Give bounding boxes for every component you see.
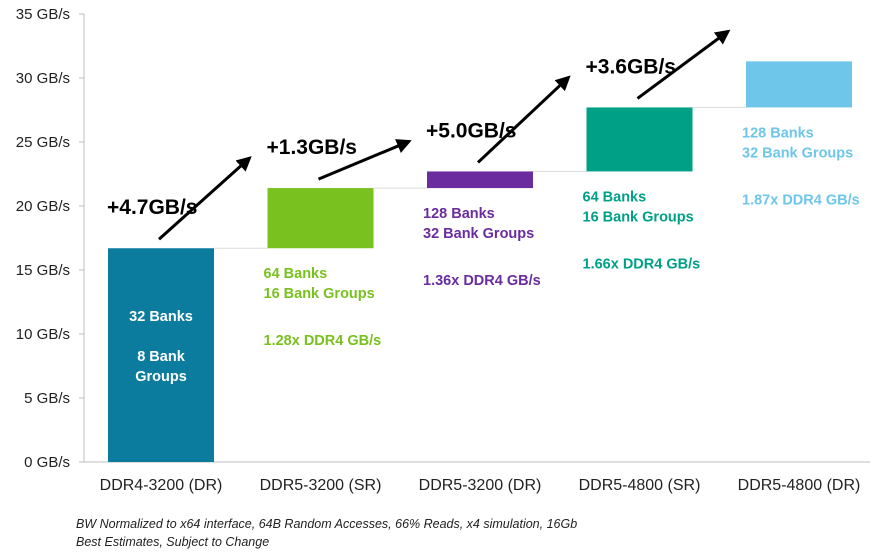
waterfall-chart: 0 GB/s 5 GB/s 10 GB/s 15 GB/s 20 GB/s 25 GB/s… bbox=[16, 6, 870, 494]
y-axis: 0 GB/s 5 GB/s 10 GB/s 15 GB/s 20 GB/s 25 GB/s… bbox=[16, 6, 870, 471]
y-tick-label: 20 GB/s bbox=[16, 198, 70, 215]
bar-annotation-line: 32 Banks bbox=[129, 309, 193, 325]
delta-arrow bbox=[636, 29, 731, 100]
bars bbox=[108, 61, 852, 462]
y-tick-label: 25 GB/s bbox=[16, 134, 70, 151]
bar bbox=[427, 171, 533, 189]
x-tick-label: DDR5-3200 (SR) bbox=[260, 477, 382, 494]
delta-arrow bbox=[157, 156, 252, 241]
bar-annotation-line: 128 Banks bbox=[423, 206, 495, 222]
bar-annotations: 32 Banks 8 Bank Groups 64 Banks 16 Bank Grou… bbox=[129, 125, 860, 385]
bar-annotation-line: 64 Banks bbox=[583, 189, 647, 205]
x-tick-label: DDR5-4800 (SR) bbox=[579, 477, 701, 494]
bar-annotation-line: 8 Bank bbox=[137, 349, 185, 365]
y-tick-label: 0 GB/s bbox=[24, 454, 70, 471]
y-tick-label: 30 GB/s bbox=[16, 70, 70, 87]
delta-label: +3.6GB/s bbox=[586, 55, 676, 78]
delta-arrow bbox=[476, 75, 571, 164]
delta-arrows: +4.7GB/s +1.3GB/s +5.0GB/s +3.6GB/s bbox=[107, 29, 731, 241]
x-tick-label: DDR5-3200 (DR) bbox=[419, 477, 542, 494]
bar-annotation-line: 1.36x DDR4 GB/s bbox=[423, 273, 541, 289]
connectors bbox=[214, 106, 746, 249]
bar bbox=[267, 188, 374, 249]
bar-annotation-line: 16 Bank Groups bbox=[264, 286, 375, 302]
footnote-disclaimer: Best Estimates, Subject to Change bbox=[76, 535, 270, 549]
x-tick-label: DDR5-4800 (DR) bbox=[738, 477, 861, 494]
bar bbox=[586, 107, 693, 172]
bar-annotation-line: 1.28x DDR4 GB/s bbox=[264, 333, 382, 349]
bar bbox=[108, 248, 214, 462]
y-tick-label: 5 GB/s bbox=[24, 390, 70, 407]
bar-annotation-line: 64 Banks bbox=[264, 266, 328, 282]
bar-annotation-line: Groups bbox=[135, 369, 187, 385]
footnote-methodology: BW Normalized to x64 interface, 64B Rand… bbox=[76, 517, 578, 531]
bar-annotation-line: 32 Bank Groups bbox=[742, 145, 853, 161]
bar-annotation-line: 1.66x DDR4 GB/s bbox=[583, 256, 701, 272]
y-tick-label: 15 GB/s bbox=[16, 262, 70, 279]
bar-annotation-line: 1.87x DDR4 GB/s bbox=[742, 192, 860, 208]
bar bbox=[746, 61, 852, 108]
delta-label: +1.3GB/s bbox=[267, 136, 357, 159]
y-tick-label: 10 GB/s bbox=[16, 326, 70, 343]
y-tick-label: 35 GB/s bbox=[16, 6, 70, 23]
delta-label: +5.0GB/s bbox=[426, 119, 516, 142]
x-axis-labels: DDR4-3200 (DR) DDR5-3200 (SR) DDR5-3200 (D… bbox=[100, 477, 861, 494]
bar-annotation-line: 128 Banks bbox=[742, 125, 814, 141]
delta-arrow bbox=[317, 139, 412, 181]
bar-annotation-line: 32 Bank Groups bbox=[423, 226, 534, 242]
bar-annotation-line: 16 Bank Groups bbox=[583, 209, 694, 225]
x-tick-label: DDR4-3200 (DR) bbox=[100, 477, 223, 494]
delta-label: +4.7GB/s bbox=[107, 196, 197, 219]
